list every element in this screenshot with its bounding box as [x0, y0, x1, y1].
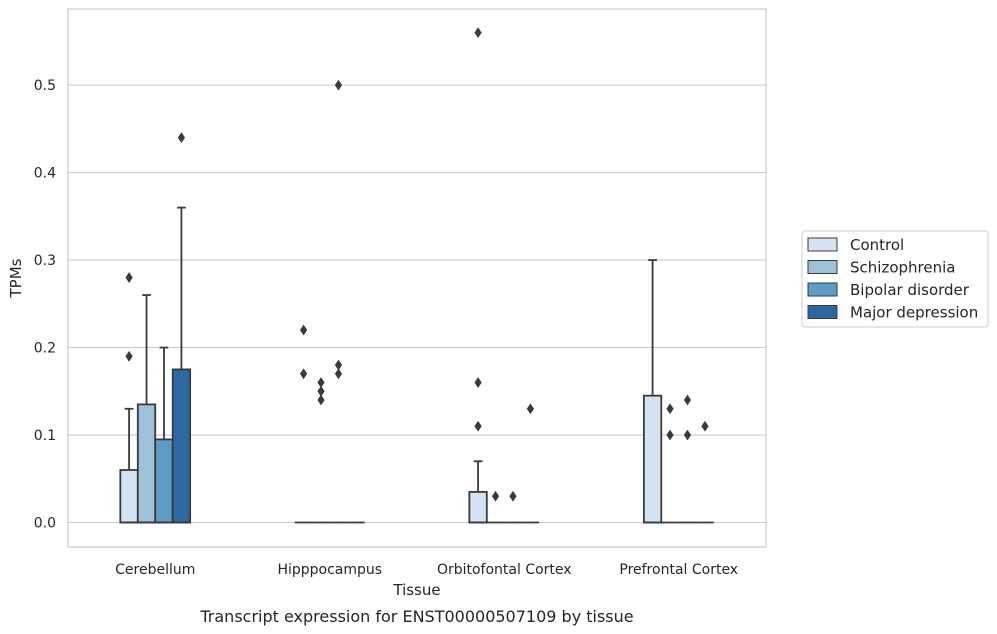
x-axis-ticks: Cerebellum Hipppocampus Orbitofontal Corte…: [115, 562, 738, 578]
boxes: [119, 27, 714, 524]
box-group: [521, 403, 540, 524]
outlier-point: [701, 420, 709, 432]
box-group: [696, 420, 714, 524]
legend-label: Control: [850, 236, 904, 254]
y-axis-ticks: 0.0 0.1 0.2 0.3 0.4 0.5: [34, 78, 56, 531]
box-group: [642, 259, 663, 524]
outlier-point: [491, 490, 500, 502]
y-tick-label: 0.2: [34, 341, 56, 357]
y-axis-label: TPMs: [7, 258, 25, 298]
y-tick-label: 0.0: [34, 516, 56, 532]
outlier-point: [125, 272, 133, 283]
x-tick-label: Prefrontal Cortex: [619, 562, 738, 578]
box-body: [171, 368, 192, 524]
outlier-point: [474, 27, 482, 39]
box-group: [312, 377, 330, 524]
box-group: [486, 490, 505, 524]
box-group: [136, 294, 157, 524]
x-tick-label: Orbitofontal Cortex: [437, 562, 572, 578]
box-body: [119, 469, 139, 524]
plot-frame: [67, 8, 767, 548]
outlier-point: [509, 490, 517, 502]
y-tick-label: 0.4: [34, 166, 56, 182]
box-body: [154, 438, 174, 524]
box-group: [329, 79, 348, 524]
outlier-point: [317, 377, 325, 388]
outlier-point: [299, 324, 308, 336]
outlier-point: [334, 359, 343, 371]
x-tick-label: Cerebellum: [115, 562, 195, 578]
outlier-point: [526, 403, 535, 415]
outlier-point: [177, 132, 186, 143]
box-body: [642, 394, 663, 524]
legend-swatch: [807, 237, 838, 252]
box-body: [136, 403, 157, 524]
legend-label: Major depression: [850, 304, 978, 322]
box-group: [678, 394, 697, 524]
legend-swatch: [807, 260, 838, 274]
box-group: [119, 272, 139, 524]
outlier-point: [474, 377, 482, 388]
legend-swatch: [807, 305, 838, 319]
legend-items: Control Schizophrenia Bipolar disorder Majo…: [807, 236, 978, 322]
outlier-point: [474, 420, 482, 432]
outlier-point: [317, 394, 325, 406]
outlier-point: [666, 429, 674, 441]
outlier-point: [125, 350, 133, 362]
outlier-point: [299, 368, 308, 380]
y-tick-label: 0.5: [34, 78, 56, 94]
y-tick-label: 0.3: [34, 253, 56, 269]
box-body: [468, 490, 488, 524]
legend-frame: [801, 230, 989, 328]
box-group: [294, 324, 313, 524]
outlier-point: [683, 394, 692, 406]
box-group: [468, 27, 488, 524]
legend: Control Schizophrenia Bipolar disorder Majo…: [801, 230, 989, 328]
x-axis-label: Tissue: [392, 581, 440, 599]
outlier-point: [334, 368, 343, 380]
y-tick-label: 0.1: [34, 428, 56, 444]
outlier-point: [666, 403, 674, 415]
legend-label: Bipolar disorder: [850, 281, 970, 299]
box-group: [504, 490, 522, 524]
x-tick-label: Hipppocampus: [277, 562, 382, 578]
box-group: [171, 132, 192, 524]
legend-label: Schizophrenia: [850, 259, 955, 277]
box-group: [154, 346, 174, 524]
outlier-point: [317, 385, 325, 397]
chart-caption: Transcript expression for ENST0000050710…: [199, 607, 633, 626]
legend-swatch: [807, 282, 838, 297]
box-group: [661, 403, 679, 524]
outlier-point: [683, 429, 692, 441]
outlier-point: [334, 79, 343, 91]
